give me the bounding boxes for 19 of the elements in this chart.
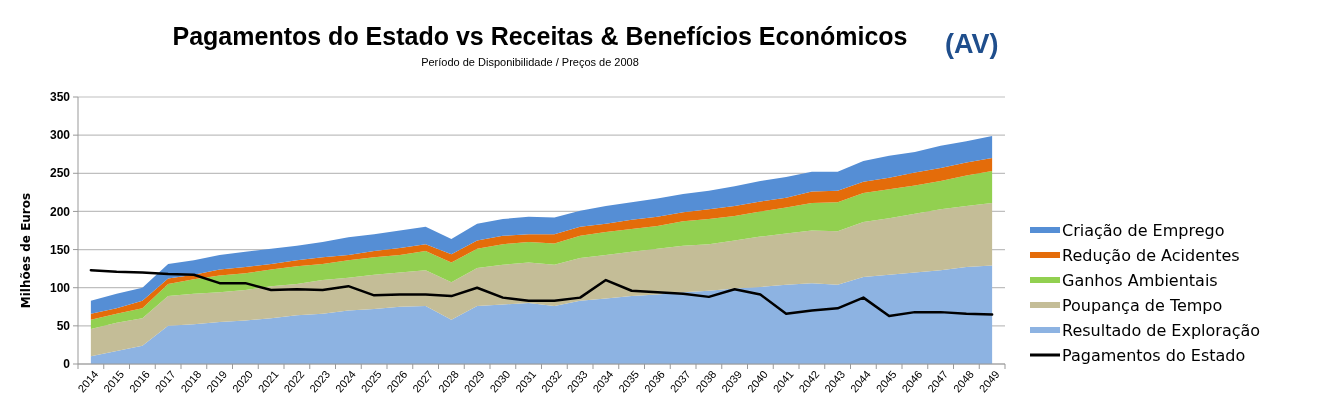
chart-subtitle: Período de Disponibilidade / Preços de 2008 (421, 56, 639, 68)
y-tick-label: 50 (56, 319, 71, 334)
y-tick-label: 200 (49, 204, 71, 219)
y-tick-label: 100 (49, 280, 71, 295)
line-series (89, 268, 994, 318)
y-tick-label: 350 (49, 90, 71, 105)
y-tick-label: 150 (49, 242, 71, 257)
legend-label: Criação de Emprego (1062, 220, 1225, 240)
legend-label: Poupança de Tempo (1062, 295, 1223, 315)
legend-label: Pagamentos do Estado (1062, 345, 1246, 365)
legend-label: Redução de Acidentes (1062, 245, 1240, 265)
chart-title: Pagamentos do Estado vs Receitas & Benefícios Económicos (172, 22, 908, 50)
y-tick-label: 0 (63, 357, 71, 372)
y-axis-title: Milhões de Euros (19, 192, 33, 309)
legend-label: Ganhos Ambientais (1062, 270, 1218, 290)
y-tick-label: 300 (49, 128, 71, 143)
legend-label: Resultado de Exploração (1062, 320, 1261, 340)
text: (AV) (945, 29, 999, 59)
y-tick-label: 250 (49, 166, 71, 181)
